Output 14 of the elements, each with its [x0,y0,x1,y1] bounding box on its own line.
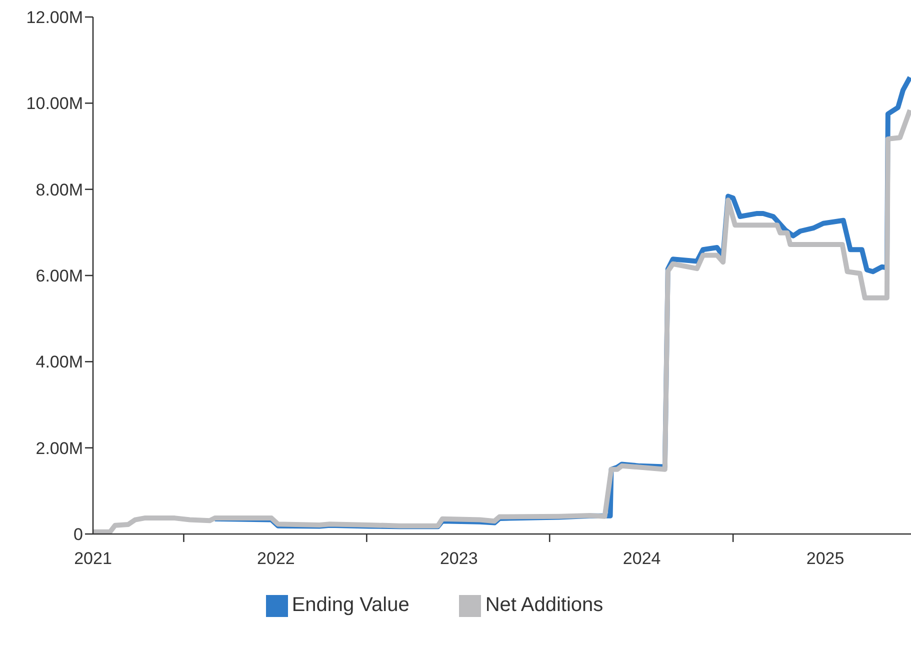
y-tick-label: 0 [74,525,83,544]
x-tick-label: 2022 [257,549,295,568]
legend-label: Ending Value [292,594,410,616]
y-tick-label: 6.00M [36,266,83,286]
x-tick-label: 2023 [440,549,478,568]
y-tick-label: 2.00M [36,438,83,458]
y-tick-label: 4.00M [36,352,83,372]
x-tick-label: 2024 [622,549,661,568]
y-tick-label: 12.00M [26,8,83,28]
y-tick-label: 8.00M [36,180,83,200]
x-tick-label: 2025 [806,549,844,568]
x-tick-label: 2021 [74,549,112,568]
legend-label: Net Additions [485,594,604,616]
y-tick-label: 10.00M [26,94,83,114]
